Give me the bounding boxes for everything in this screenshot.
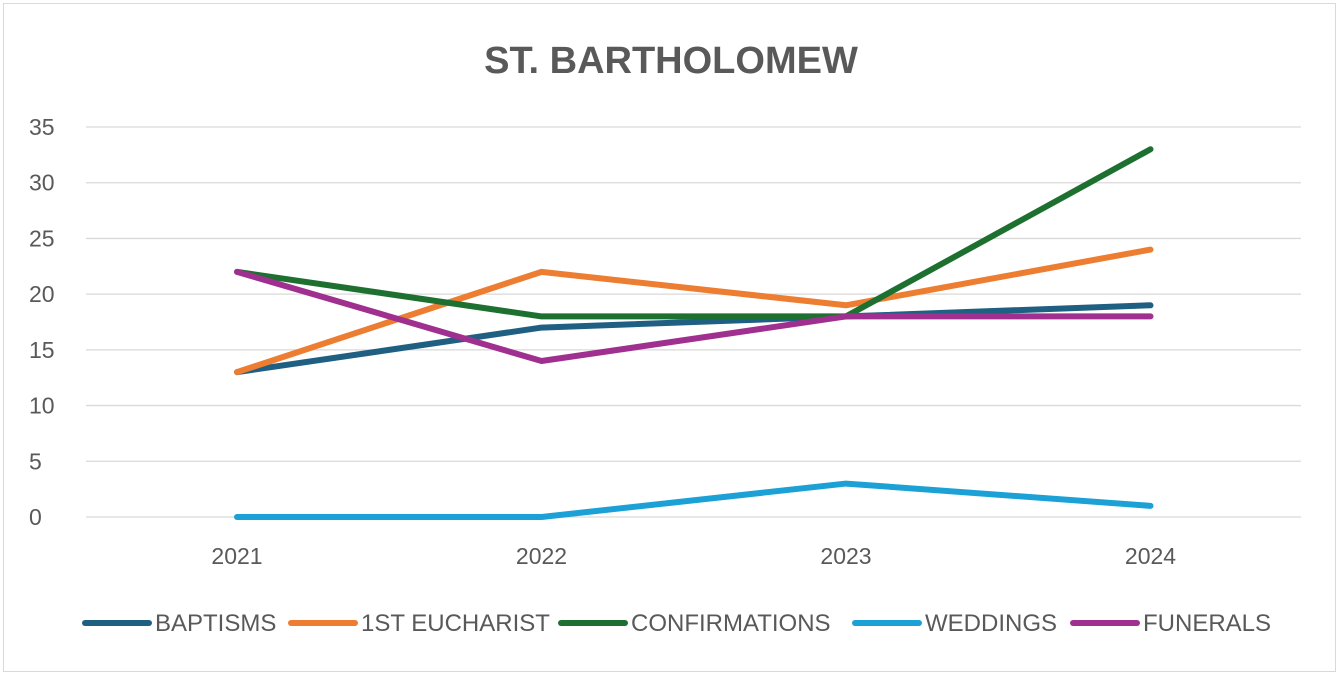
series-lines xyxy=(234,146,1154,520)
y-tick-label: 0 xyxy=(29,504,42,530)
legend-item-baptisms[interactable]: BAPTISMS xyxy=(82,610,276,637)
legend-item-confirmations[interactable]: CONFIRMATIONS xyxy=(558,610,831,637)
legend-item-1st-eucharist[interactable]: 1ST EUCHARIST xyxy=(288,610,550,637)
x-axis-ticks: 2021 2022 2023 2024 xyxy=(211,543,1176,569)
y-axis-ticks: 0 5 10 15 20 25 30 35 xyxy=(29,114,55,530)
x-tick-label: 2023 xyxy=(820,543,871,569)
legend-label: 1ST EUCHARIST xyxy=(361,610,550,637)
legend-label: CONFIRMATIONS xyxy=(631,610,831,637)
series-line-weddings xyxy=(234,480,1154,520)
y-tick-label: 15 xyxy=(29,337,55,363)
x-tick-label: 2021 xyxy=(211,543,262,569)
series-line-confirmations xyxy=(234,146,1154,320)
legend-label: WEDDINGS xyxy=(925,610,1057,637)
y-tick-label: 25 xyxy=(29,225,55,251)
legend-label: BAPTISMS xyxy=(155,610,276,637)
legend: BAPTISMS 1ST EUCHARIST CONFIRMATIONS WED… xyxy=(82,610,1271,637)
legend-item-weddings[interactable]: WEDDINGS xyxy=(852,610,1057,637)
y-tick-label: 30 xyxy=(29,170,55,196)
y-tick-label: 20 xyxy=(29,281,55,307)
x-tick-label: 2024 xyxy=(1125,543,1176,569)
series-line-funerals xyxy=(234,268,1154,364)
chart-frame xyxy=(3,3,1336,672)
y-tick-label: 10 xyxy=(29,393,55,419)
y-tick-label: 35 xyxy=(29,114,55,140)
legend-label: FUNERALS xyxy=(1143,610,1271,637)
chart-title: ST. BARTHOLOMEW xyxy=(484,40,858,82)
series-line-1st-eucharist xyxy=(234,246,1154,376)
y-tick-label: 5 xyxy=(29,448,42,474)
x-tick-label: 2022 xyxy=(516,543,567,569)
series-line-baptisms xyxy=(234,302,1154,376)
legend-item-funerals[interactable]: FUNERALS xyxy=(1070,610,1271,637)
